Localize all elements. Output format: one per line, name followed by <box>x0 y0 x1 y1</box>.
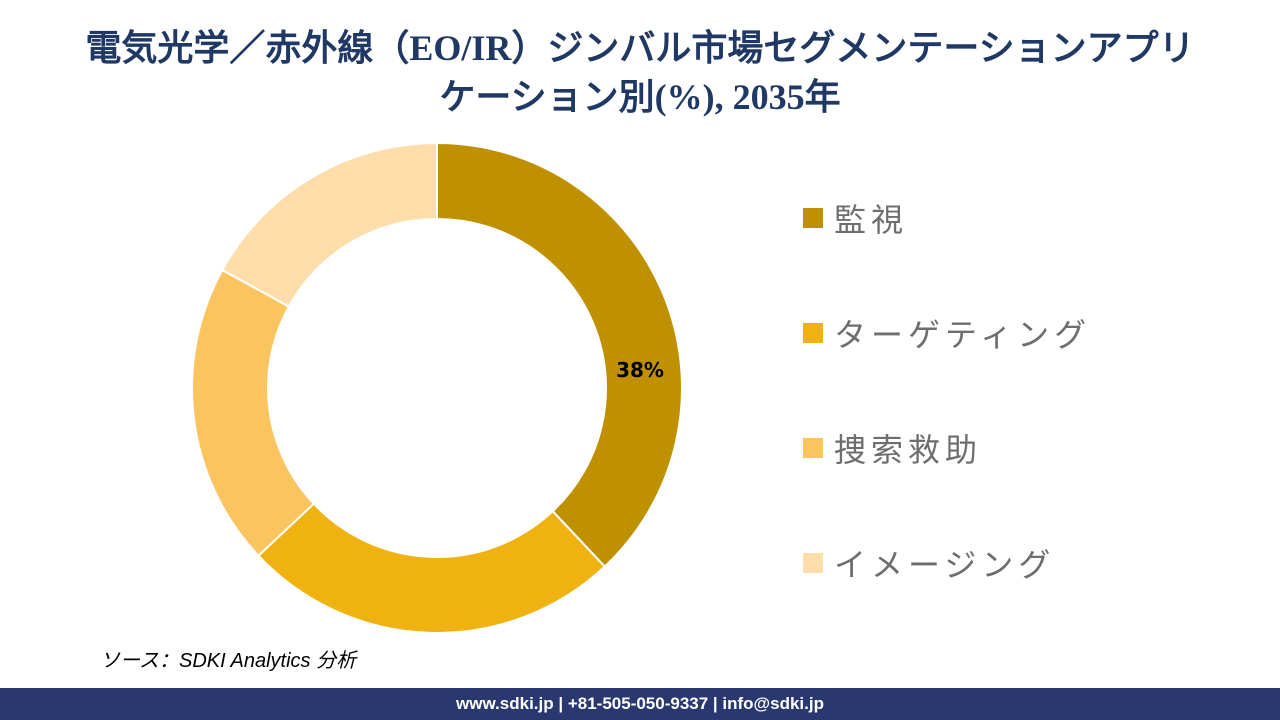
legend-label-targeting: ターゲティング <box>834 317 1092 353</box>
footer-bar: www.sdki.jp | +81-505-050-9337 | info@sd… <box>0 688 1280 720</box>
donut-segment-surveillance <box>436 141 683 569</box>
donut-segment-search-and-rescue <box>191 268 316 558</box>
chart-title: 電気光学／赤外線（EO/IR）ジンバル市場セグメンテーションアプリ ケーション別… <box>0 24 1280 122</box>
legend-label-imaging: イメージング <box>834 547 1056 583</box>
legend-swatch-search-and-rescue <box>803 438 823 458</box>
chart-title-line-2: ケーション別(%), 2035年 <box>439 77 841 117</box>
donut-segment-imaging <box>220 141 438 308</box>
data-label-surveillance: 38% <box>616 358 664 382</box>
legend-label-surveillance: 監視 <box>834 202 909 238</box>
legend-item-imaging: イメージング <box>803 543 1091 583</box>
legend-label-search-and-rescue: 捜索救助 <box>834 432 983 468</box>
legend-swatch-imaging <box>803 553 823 573</box>
legend-swatch-surveillance <box>803 208 823 228</box>
chart-legend: 監視 ターゲティング 捜索救助 イメージング <box>803 198 1091 658</box>
legend-item-targeting: ターゲティング <box>803 313 1091 353</box>
donut-chart <box>191 141 683 634</box>
source-note: ソース：SDKI Analytics 分析 <box>100 650 357 672</box>
legend-item-search-and-rescue: 捜索救助 <box>803 428 1091 468</box>
legend-item-surveillance: 監視 <box>803 198 1091 238</box>
footer-contact-text: www.sdki.jp | +81-505-050-9337 | info@sd… <box>456 694 824 713</box>
chart-title-line-1: 電気光学／赤外線（EO/IR）ジンバル市場セグメンテーションアプリ <box>85 28 1195 68</box>
legend-swatch-targeting <box>803 323 823 343</box>
donut-segment-targeting <box>256 502 607 634</box>
